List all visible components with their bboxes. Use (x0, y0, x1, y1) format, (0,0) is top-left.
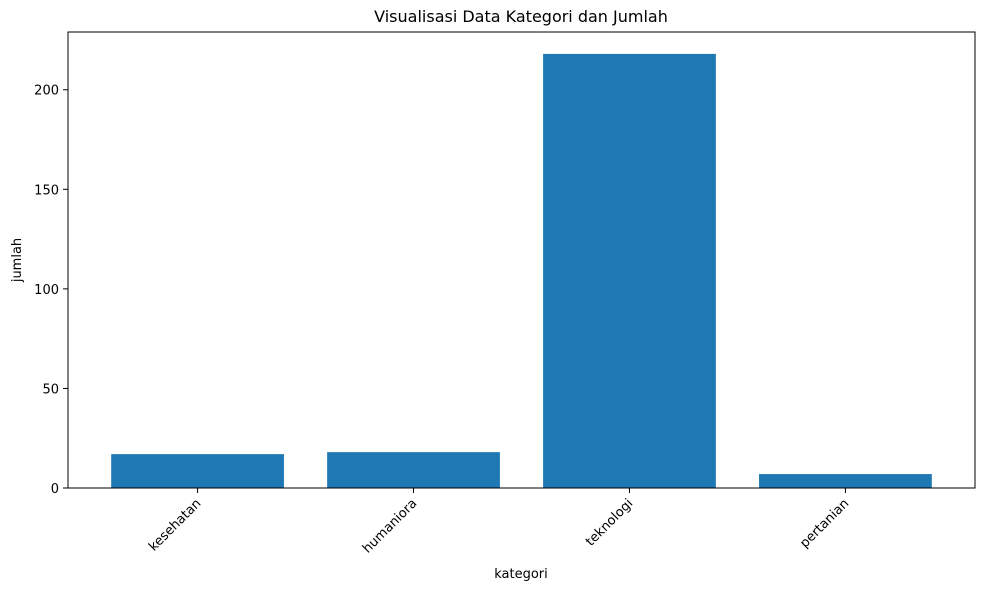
bars-layer (111, 53, 932, 488)
y-axis-ticks: 0 50 100 150 200 (34, 84, 68, 497)
y-tick-label: 150 (34, 183, 59, 198)
y-tick-label: 200 (34, 84, 59, 99)
bar-teknologi (543, 53, 716, 488)
x-tick-label: teknologi (583, 496, 636, 549)
x-axis-label: kategori (494, 567, 548, 582)
plot-frame (67, 31, 976, 489)
y-axis-label: jumlah (10, 238, 25, 283)
y-tick-label: 0 (51, 482, 59, 497)
bar-humaniora (327, 452, 500, 488)
bar-pertanian (759, 474, 932, 488)
y-tick-label: 50 (42, 382, 59, 397)
y-tick-label: 100 (34, 283, 59, 298)
x-axis-ticks: kesehatan humaniora teknologi pertanian (146, 488, 852, 556)
chart-title: Visualisasi Data Kategori dan Jumlah (374, 7, 668, 26)
bar-kesehatan (111, 454, 284, 488)
x-tick-label: kesehatan (146, 496, 204, 554)
x-tick-label: humaniora (360, 496, 420, 556)
x-tick-label: pertanian (797, 496, 852, 551)
